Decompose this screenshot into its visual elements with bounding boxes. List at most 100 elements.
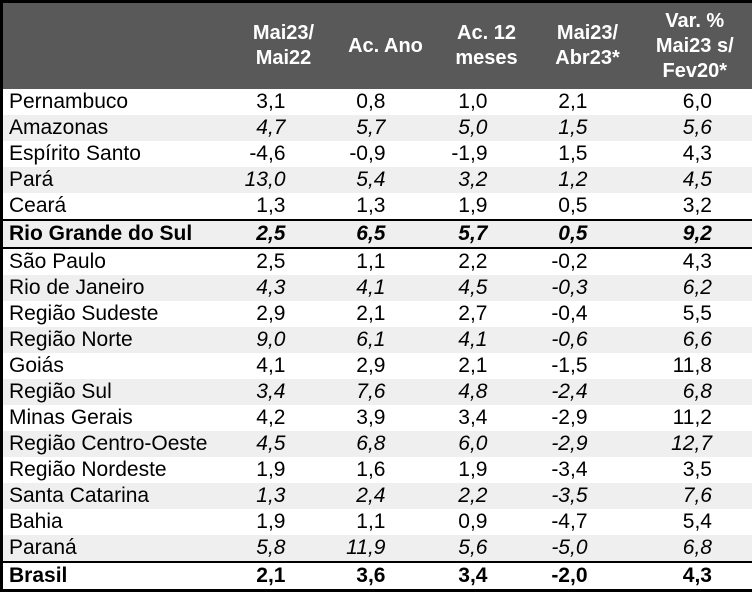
value-cell: 5,6 [638,115,752,141]
value-cell: 1,9 [436,193,538,220]
value-cell: 6,6 [638,327,752,353]
column-header-line: Mai23 s/ [638,34,752,59]
value-cell: 7,6 [336,379,436,405]
column-header-line: Abr23* [538,46,638,71]
value-cell: 4,2 [232,405,336,431]
value-cell: 4,3 [638,141,752,167]
value-cell: 0,9 [436,509,538,535]
region-label-cell: Rio Grande do Sul [2,220,232,248]
value-cell: 4,1 [436,327,538,353]
value-cell: 5,7 [336,115,436,141]
value-cell: 5,8 [232,535,336,562]
region-label-cell: São Paulo [2,248,232,275]
value-cell: 1,3 [232,193,336,220]
value-cell: 7,6 [638,483,752,509]
value-cell: -0,3 [538,275,638,301]
value-cell: 2,5 [232,220,336,248]
corner-header-cell [2,2,232,90]
value-cell: 4,3 [638,562,752,591]
value-cell: 0,5 [538,193,638,220]
value-cell: 1,6 [336,457,436,483]
column-header: Mai23/Mai22 [232,2,336,90]
value-cell: 12,7 [638,431,752,457]
value-cell: -2,0 [538,562,638,591]
region-label-cell: Paraná [2,535,232,562]
value-cell: 4,3 [232,275,336,301]
value-cell: 5,6 [436,535,538,562]
value-cell: 5,4 [336,167,436,193]
column-header-line: Ac. 12 [436,21,538,46]
region-label-cell: Região Sul [2,379,232,405]
region-label-cell: Amazonas [2,115,232,141]
column-header-line: meses [436,46,538,71]
value-cell: 0,5 [538,220,638,248]
value-cell: 0,8 [336,89,436,115]
value-cell: 13,0 [232,167,336,193]
region-label-cell: Rio de Janeiro [2,275,232,301]
value-cell: 2,2 [436,483,538,509]
value-cell: -2,4 [538,379,638,405]
value-cell: 3,4 [436,562,538,591]
value-cell: -0,4 [538,301,638,327]
value-cell: 6,0 [436,431,538,457]
value-cell: -4,7 [538,509,638,535]
value-cell: 1,5 [538,115,638,141]
value-cell: -1,9 [436,141,538,167]
value-cell: -0,6 [538,327,638,353]
value-cell: 6,0 [638,89,752,115]
value-cell: 11,8 [638,353,752,379]
value-cell: 2,4 [336,483,436,509]
column-header: Ac. Ano [336,2,436,90]
value-cell: 2,1 [436,353,538,379]
value-cell: 1,9 [232,457,336,483]
region-label-cell: Região Sudeste [2,301,232,327]
value-cell: 5,4 [638,509,752,535]
value-cell: 6,2 [638,275,752,301]
value-cell: 2,2 [436,248,538,275]
value-cell: 2,9 [336,353,436,379]
region-label-cell: Bahia [2,509,232,535]
value-cell: 1,1 [336,248,436,275]
value-cell: 11,9 [336,535,436,562]
column-header: Var. %Mai23 s/Fev20* [638,2,752,90]
value-cell: 4,5 [232,431,336,457]
value-cell: 5,5 [638,301,752,327]
value-cell: -5,0 [538,535,638,562]
value-cell: 4,5 [436,275,538,301]
value-cell: 9,2 [638,220,752,248]
column-header-line: Fev20* [638,59,752,84]
value-cell: -0,9 [336,141,436,167]
value-cell: 3,4 [232,379,336,405]
region-label-cell: Região Nordeste [2,457,232,483]
value-cell: 2,1 [232,562,336,591]
value-cell: 3,9 [336,405,436,431]
value-cell: 3,2 [638,193,752,220]
region-label-cell: Ceará [2,193,232,220]
column-header-line: Ac. Ano [336,34,436,59]
value-cell: 6,1 [336,327,436,353]
value-cell: 6,5 [336,220,436,248]
column-header-line: Mai23/ [232,21,336,46]
region-label-cell: Pernambuco [2,89,232,115]
value-cell: 1,3 [336,193,436,220]
value-cell: 3,6 [336,562,436,591]
value-cell: 1,1 [336,509,436,535]
region-label-cell: Pará [2,167,232,193]
region-label-cell: Brasil [2,562,232,591]
region-label-cell: Goiás [2,353,232,379]
